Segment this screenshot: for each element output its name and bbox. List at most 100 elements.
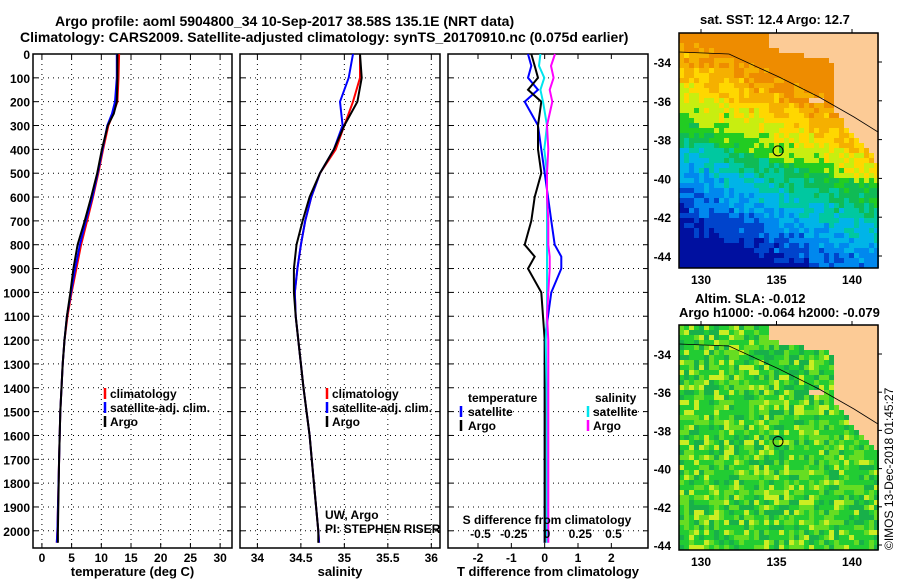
map-cell [729,490,734,495]
map-cell [704,355,709,360]
map-cell [734,233,739,238]
map-cell [684,148,689,153]
map-cell [804,475,809,480]
map-cell [849,390,854,395]
map-cell [789,465,794,470]
map-cell [749,198,754,203]
map-cell [709,243,714,248]
map-cell [744,193,749,198]
map-cell [699,510,704,515]
map-cell [834,223,839,228]
map-cell [724,43,729,48]
map-cell [724,450,729,455]
map-cell [759,365,764,370]
map-cell [684,198,689,203]
map-cell [734,93,739,98]
map-cell [729,148,734,153]
map-cell [784,425,789,430]
map-cell [864,78,869,83]
map-cell [779,505,784,510]
map-cell [844,38,849,43]
map-cell [769,405,774,410]
map-cell [709,93,714,98]
map-cell [774,148,779,153]
map-cell [689,480,694,485]
map-cell [844,243,849,248]
map-cell [739,188,744,193]
map-cell [769,38,774,43]
map-cell [764,238,769,243]
map-cell [834,515,839,520]
map-cell [854,78,859,83]
map-cell [739,168,744,173]
map-cell [684,545,689,550]
map-cell [779,390,784,395]
map-cell [789,123,794,128]
map-cell [684,330,689,335]
map-cell [779,148,784,153]
map-cell [854,98,859,103]
map-cell [764,253,769,258]
map-cell [679,465,684,470]
map-cell [799,153,804,158]
map-cell [709,475,714,480]
map-cell [819,73,824,78]
map-cell [719,218,724,223]
map-cell [684,233,689,238]
map-cell [874,238,879,243]
map-cell [734,198,739,203]
map-cell [809,103,814,108]
map-cell [844,183,849,188]
map-cell [804,168,809,173]
map-cell [864,68,869,73]
map-cell [719,88,724,93]
map-cell [789,233,794,238]
map-cell [829,485,834,490]
map-cell [694,53,699,58]
map-cell [729,93,734,98]
map-cell [744,475,749,480]
map-cell [709,335,714,340]
map-cell [689,425,694,430]
map-cell [804,455,809,460]
map-cell [729,128,734,133]
map-cell [809,420,814,425]
map-cell [869,263,874,268]
map-cell [679,228,684,233]
map-cell [744,390,749,395]
map-cell [804,330,809,335]
map-cell [794,123,799,128]
map-cell [709,238,714,243]
map-cell [739,103,744,108]
map-cell [769,63,774,68]
map-cell [849,425,854,430]
map-cell [814,470,819,475]
map-cell [724,98,729,103]
map-cell [779,535,784,540]
map-cell [679,385,684,390]
map-cell [779,445,784,450]
map-cell [759,48,764,53]
map-cell [709,253,714,258]
map-cell [874,350,879,355]
map-cell [824,370,829,375]
map-cell [844,213,849,218]
map-cell [834,330,839,335]
map-cell [689,178,694,183]
map-cell [864,415,869,420]
map-cell [794,425,799,430]
map-cell [859,248,864,253]
map-cell [749,520,754,525]
map-cell [749,460,754,465]
map-cell [714,173,719,178]
map-cell [839,430,844,435]
map-cell [704,243,709,248]
map-cell [679,415,684,420]
map-cell [684,520,689,525]
map-cell [804,218,809,223]
map-cell [874,173,879,178]
map-cell [824,158,829,163]
map-cell [849,173,854,178]
map-cell [834,183,839,188]
map-cell [794,445,799,450]
